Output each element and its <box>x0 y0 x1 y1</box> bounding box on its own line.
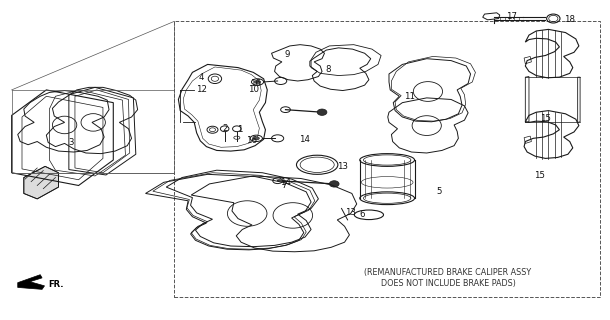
Text: 16: 16 <box>249 79 260 88</box>
Text: 10: 10 <box>248 85 259 94</box>
Text: 11: 11 <box>404 92 415 101</box>
Ellipse shape <box>254 80 260 84</box>
Text: 15: 15 <box>540 114 551 123</box>
Text: 3: 3 <box>68 138 73 147</box>
Text: 13: 13 <box>337 162 348 171</box>
Text: 2: 2 <box>222 124 228 132</box>
Text: 13: 13 <box>345 208 356 217</box>
Polygon shape <box>24 166 59 199</box>
Text: 17: 17 <box>506 12 517 21</box>
Text: 14: 14 <box>300 135 310 144</box>
Text: 18: 18 <box>564 15 575 24</box>
Ellipse shape <box>317 109 327 116</box>
Ellipse shape <box>253 137 259 140</box>
Text: 16: 16 <box>246 136 257 145</box>
Text: 1: 1 <box>237 125 243 134</box>
Polygon shape <box>18 275 45 289</box>
Text: 5: 5 <box>436 188 442 196</box>
Text: 6: 6 <box>359 210 365 219</box>
Text: FR.: FR. <box>48 280 63 289</box>
Text: 7: 7 <box>281 181 287 190</box>
Text: 14: 14 <box>280 178 291 187</box>
Text: 8: 8 <box>325 65 331 74</box>
Text: 9: 9 <box>284 50 289 59</box>
Ellipse shape <box>329 181 339 187</box>
Text: 15: 15 <box>534 172 545 180</box>
Text: 12: 12 <box>196 85 207 94</box>
Text: (REMANUFACTURED BRAKE CALIPER ASSY
DOES NOT INCLUDE BRAKE PADS): (REMANUFACTURED BRAKE CALIPER ASSY DOES … <box>364 268 531 288</box>
Text: 4: 4 <box>199 73 204 82</box>
Bar <box>174 21 600 297</box>
